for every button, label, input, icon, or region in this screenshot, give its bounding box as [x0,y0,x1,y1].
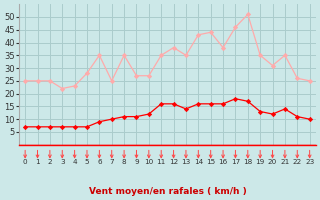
X-axis label: Vent moyen/en rafales ( km/h ): Vent moyen/en rafales ( km/h ) [89,187,246,196]
